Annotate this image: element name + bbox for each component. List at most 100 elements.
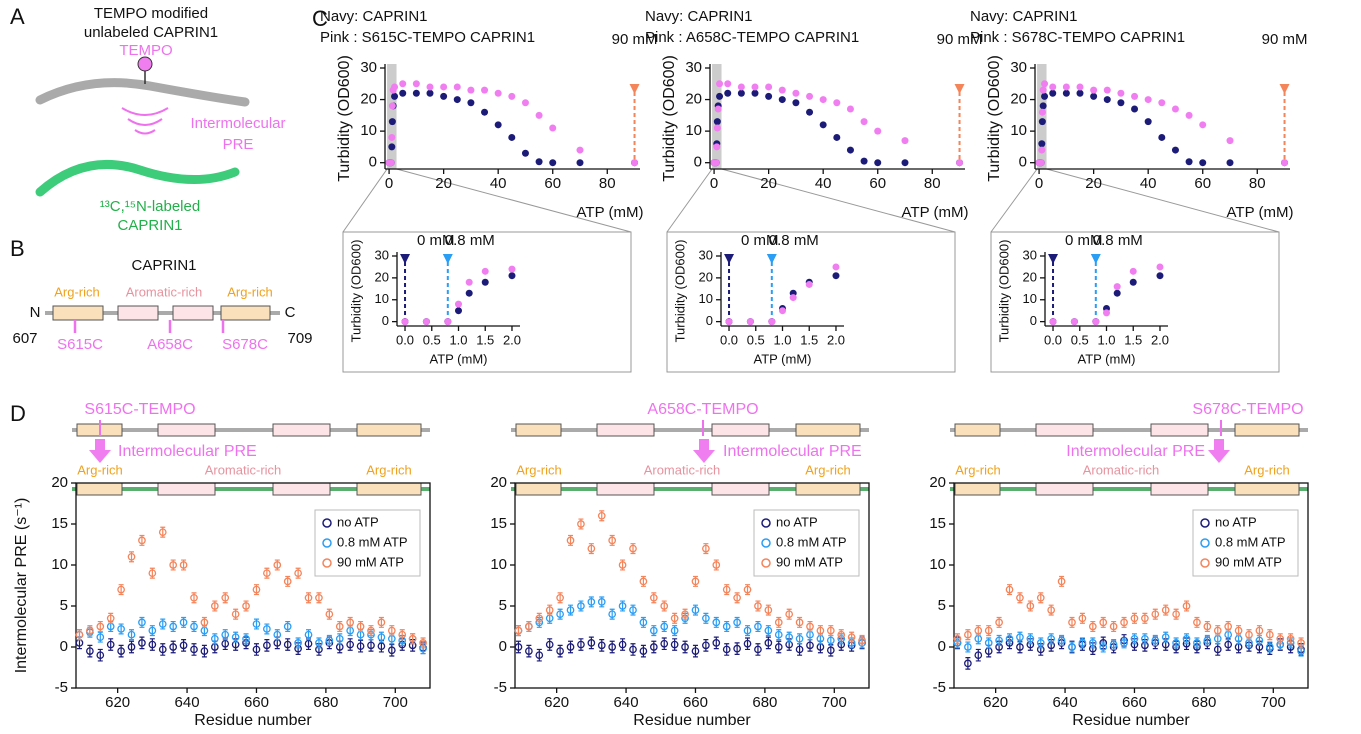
y-tick-label: 20 xyxy=(490,474,507,491)
data-point xyxy=(367,626,375,635)
data-point xyxy=(1185,111,1193,119)
error-bar xyxy=(515,640,521,654)
annotation: 90 mM xyxy=(1262,31,1308,48)
data-point xyxy=(169,561,178,569)
data-point xyxy=(1245,630,1253,639)
y-axis-label: Turbidity (OD600) xyxy=(336,55,353,182)
legend-box xyxy=(753,509,860,577)
y-tick-label: 20 xyxy=(685,91,702,108)
x-tick-label: 660 xyxy=(244,694,269,711)
labeled-line: CAPRIN1 xyxy=(117,217,182,234)
data-point xyxy=(785,633,794,642)
data-point xyxy=(521,149,529,157)
y-tick-label: -5 xyxy=(55,679,68,696)
data-point xyxy=(1090,86,1098,94)
annotation: 90 mM xyxy=(612,31,658,48)
data-point xyxy=(639,647,648,655)
data-point xyxy=(765,83,773,91)
data-point xyxy=(252,620,261,628)
data-point xyxy=(832,272,840,280)
data-point xyxy=(1276,634,1285,643)
data-point xyxy=(481,108,489,116)
data-point xyxy=(263,569,271,578)
data-point xyxy=(746,318,754,326)
y-tick-label: 0 xyxy=(60,638,68,655)
data-point xyxy=(712,618,721,627)
legend-entry: Pink : S615C-TEMPO CAPRIN1 xyxy=(320,29,535,46)
data-point xyxy=(1049,318,1057,326)
plot-frame xyxy=(953,482,1309,689)
data-point xyxy=(388,102,396,110)
x-tick-label: 40 xyxy=(490,175,507,192)
data-point xyxy=(670,614,679,623)
y-tick-label: 30 xyxy=(699,247,713,262)
data-point xyxy=(566,606,575,614)
legend-marker xyxy=(1200,538,1210,548)
data-point xyxy=(1203,636,1212,645)
data-point xyxy=(1113,283,1121,291)
data-point xyxy=(325,636,334,645)
legend-entry: 0.8 mM ATP xyxy=(1215,534,1286,549)
data-point xyxy=(1057,577,1066,586)
data-point xyxy=(545,606,554,614)
data-point xyxy=(455,300,462,308)
data-point xyxy=(127,630,136,639)
x-tick-label: 0.0 xyxy=(1044,332,1062,347)
error-bar xyxy=(264,639,270,652)
data-point xyxy=(984,626,993,635)
data-point xyxy=(465,278,473,286)
error-bar xyxy=(724,643,730,656)
data-point xyxy=(1182,602,1191,610)
data-point xyxy=(826,646,835,655)
x-tick-label: 1.0 xyxy=(449,332,467,347)
x-axis-label: ATP (mM) xyxy=(429,351,487,366)
data-point xyxy=(556,647,564,655)
data-point xyxy=(795,645,804,654)
y-tick-label: 10 xyxy=(360,122,377,139)
x-tick-label: 40 xyxy=(815,175,832,192)
x-tick-label: 0 xyxy=(710,175,718,192)
data-point xyxy=(743,626,752,635)
pre-arrow xyxy=(693,439,715,463)
y-tick-label: 10 xyxy=(1023,291,1037,306)
data-point xyxy=(412,80,420,88)
x-tick-label: 680 xyxy=(752,694,777,711)
data-point xyxy=(1144,96,1152,104)
x-axis-label: Residue number xyxy=(1072,712,1190,729)
annotation: 0 mM xyxy=(1065,232,1103,249)
annotation-arrow xyxy=(442,254,453,264)
data-point xyxy=(117,625,125,633)
domain-box xyxy=(157,423,216,437)
annotation-arrow xyxy=(724,254,735,264)
data-point xyxy=(535,158,543,166)
error-bar xyxy=(661,637,667,651)
data-point xyxy=(743,585,752,594)
data-point xyxy=(283,640,292,649)
domain-label: Aromatic-rich xyxy=(1083,462,1160,477)
data-point xyxy=(618,640,627,649)
data-point xyxy=(263,625,271,633)
tempo-site: S678C-TEMPO xyxy=(1192,401,1303,418)
labeled-line: ¹³C,¹⁵N-labeled xyxy=(100,198,200,215)
data-point xyxy=(138,536,146,545)
data-point xyxy=(556,610,564,619)
data-point xyxy=(190,645,198,654)
plot-frame xyxy=(514,482,870,689)
y-axis-label: Turbidity (OD600) xyxy=(672,240,687,343)
annotation-arrow xyxy=(1279,84,1290,94)
data-point xyxy=(148,640,157,649)
data-point xyxy=(874,159,882,167)
zoom-line xyxy=(342,168,388,233)
data-point xyxy=(806,622,814,631)
data-point xyxy=(1109,622,1118,631)
data-point xyxy=(1076,89,1084,97)
data-point xyxy=(514,643,523,651)
data-point xyxy=(691,647,700,655)
data-point xyxy=(1120,639,1128,647)
legend-marker xyxy=(761,538,771,548)
data-point xyxy=(1036,639,1045,647)
pre-arrow-label: Intermolecular PRE xyxy=(723,443,862,460)
data-point xyxy=(514,626,523,635)
data-point xyxy=(837,630,846,639)
data-point xyxy=(995,636,1003,645)
